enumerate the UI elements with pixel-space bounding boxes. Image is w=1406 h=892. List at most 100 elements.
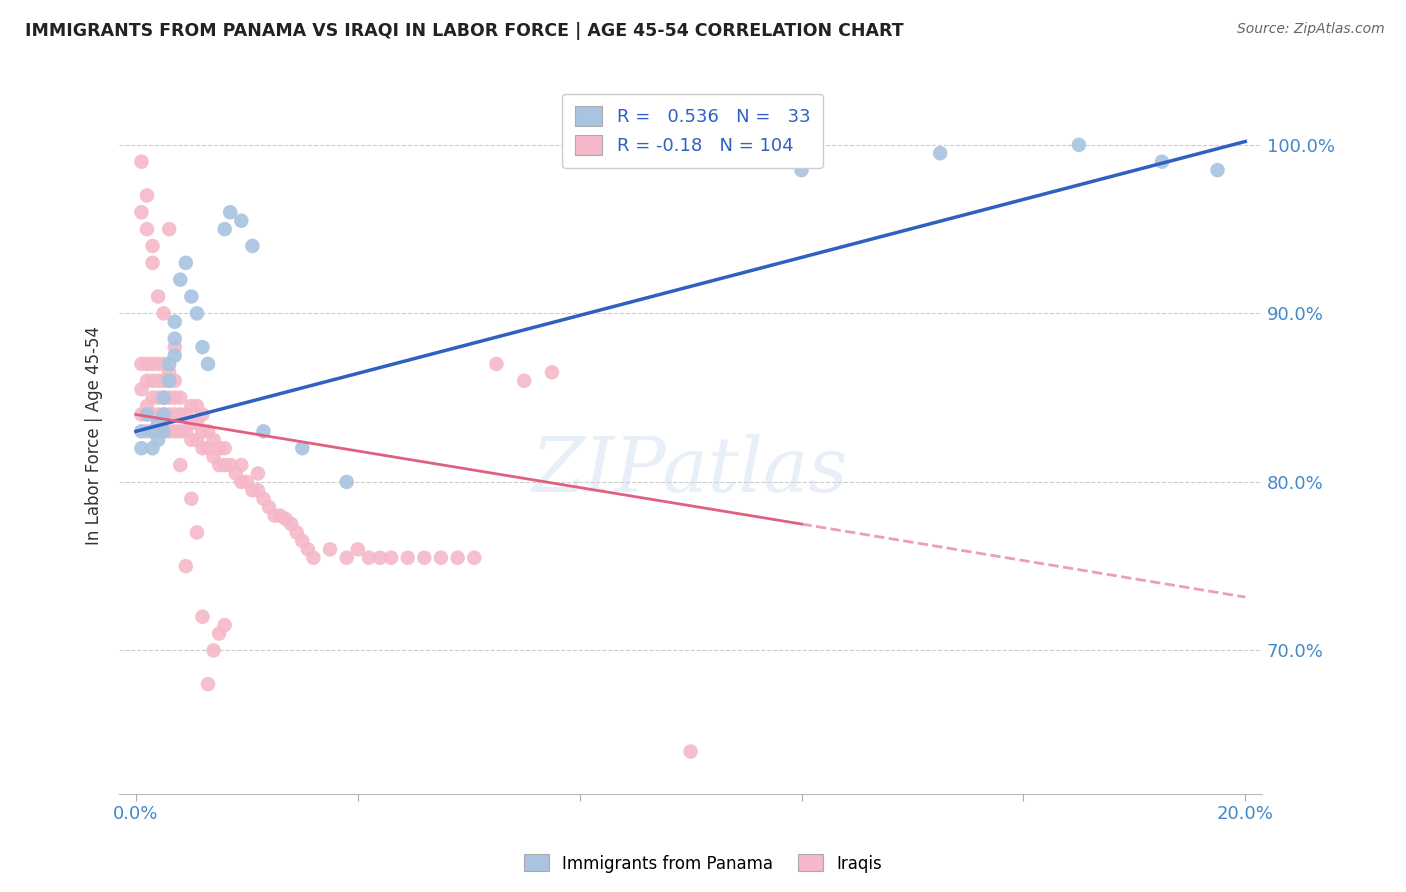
Point	[202, 450, 225, 464]
Point	[446, 550, 468, 565]
Point	[297, 542, 319, 557]
Point	[186, 433, 208, 447]
Point	[146, 391, 169, 405]
Point	[152, 357, 174, 371]
Point	[142, 357, 165, 371]
Point	[146, 416, 169, 430]
Point	[302, 550, 325, 565]
Point	[131, 382, 153, 396]
Point	[219, 458, 242, 472]
Point	[142, 239, 165, 253]
Point	[152, 391, 174, 405]
Point	[790, 163, 813, 178]
Point	[463, 550, 485, 565]
Point	[186, 525, 208, 540]
Point	[136, 188, 159, 202]
Point	[219, 205, 242, 219]
Point	[157, 365, 180, 379]
Point	[1067, 137, 1090, 152]
Point	[368, 550, 391, 565]
Point	[280, 516, 302, 531]
Point	[274, 512, 297, 526]
Point	[191, 425, 214, 439]
Text: ZIPatlas: ZIPatlas	[533, 434, 849, 508]
Point	[231, 475, 253, 489]
Point	[142, 391, 165, 405]
Point	[131, 357, 153, 371]
Point	[1206, 163, 1229, 178]
Point	[152, 425, 174, 439]
Point	[142, 425, 165, 439]
Point	[169, 458, 191, 472]
Point	[208, 626, 231, 640]
Point	[186, 416, 208, 430]
Point	[541, 365, 564, 379]
Legend: Immigrants from Panama, Iraqis: Immigrants from Panama, Iraqis	[517, 847, 889, 880]
Point	[163, 349, 186, 363]
Point	[152, 306, 174, 320]
Point	[136, 425, 159, 439]
Point	[180, 433, 202, 447]
Point	[169, 391, 191, 405]
Point	[174, 408, 197, 422]
Point	[136, 399, 159, 413]
Point	[163, 391, 186, 405]
Point	[163, 374, 186, 388]
Point	[152, 408, 174, 422]
Point	[246, 467, 269, 481]
Point	[131, 425, 153, 439]
Y-axis label: In Labor Force | Age 45-54: In Labor Force | Age 45-54	[86, 326, 103, 545]
Point	[146, 433, 169, 447]
Point	[169, 425, 191, 439]
Point	[152, 374, 174, 388]
Point	[929, 146, 952, 161]
Point	[157, 408, 180, 422]
Point	[252, 425, 274, 439]
Point	[242, 239, 264, 253]
Point	[169, 273, 191, 287]
Point	[174, 425, 197, 439]
Point	[214, 458, 236, 472]
Text: Source: ZipAtlas.com: Source: ZipAtlas.com	[1237, 22, 1385, 37]
Point	[191, 441, 214, 455]
Point	[142, 441, 165, 455]
Point	[291, 533, 314, 548]
Point	[163, 340, 186, 354]
Point	[142, 374, 165, 388]
Point	[513, 374, 536, 388]
Point	[157, 391, 180, 405]
Point	[679, 745, 702, 759]
Point	[152, 408, 174, 422]
Point	[263, 508, 285, 523]
Point	[257, 500, 280, 515]
Point	[131, 205, 153, 219]
Point	[136, 408, 159, 422]
Point	[152, 425, 174, 439]
Point	[191, 408, 214, 422]
Point	[231, 458, 253, 472]
Point	[246, 483, 269, 498]
Point	[252, 491, 274, 506]
Point	[197, 357, 219, 371]
Legend: R =   0.536   N =   33, R = -0.18   N = 104: R = 0.536 N = 33, R = -0.18 N = 104	[562, 94, 823, 168]
Point	[1150, 154, 1173, 169]
Point	[146, 357, 169, 371]
Point	[231, 213, 253, 227]
Point	[163, 315, 186, 329]
Point	[357, 550, 380, 565]
Point	[180, 491, 202, 506]
Point	[269, 508, 291, 523]
Point	[291, 441, 314, 455]
Point	[319, 542, 342, 557]
Point	[242, 483, 264, 498]
Point	[197, 677, 219, 691]
Point	[214, 618, 236, 632]
Point	[174, 256, 197, 270]
Point	[197, 425, 219, 439]
Point	[336, 550, 359, 565]
Point	[380, 550, 402, 565]
Point	[180, 289, 202, 303]
Point	[413, 550, 436, 565]
Point	[180, 399, 202, 413]
Point	[163, 425, 186, 439]
